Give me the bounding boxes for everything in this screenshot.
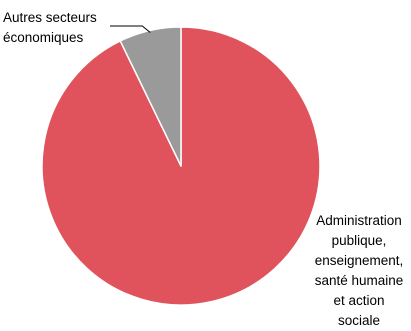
pie-slice-1 bbox=[119, 26, 182, 167]
leader-line bbox=[110, 25, 151, 33]
slice-label-administration: Administration publique, enseignement, s… bbox=[314, 213, 404, 328]
slice-label-autres-secteurs: Autres secteurs économiques bbox=[3, 10, 97, 45]
pie-chart-canvas bbox=[41, 25, 321, 306]
pie-chart: Autres secteurs économiques Administrati… bbox=[3, 10, 403, 328]
